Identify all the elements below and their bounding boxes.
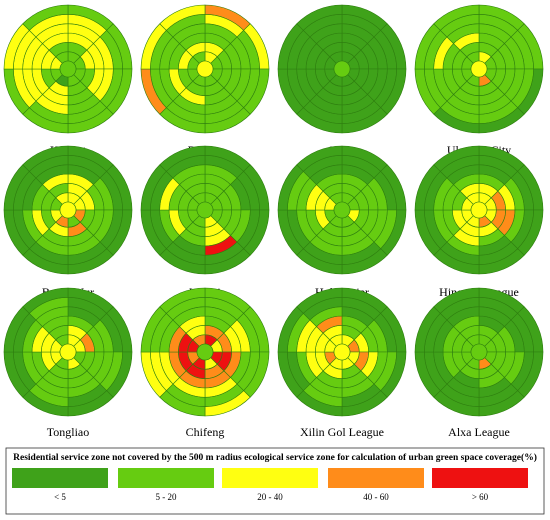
cell-r5-s7 xyxy=(296,145,343,172)
chart-center xyxy=(333,60,351,78)
city-chart-ordos xyxy=(277,4,407,134)
cell-r5-s7 xyxy=(433,145,480,172)
city-chart-hohhot xyxy=(3,4,133,134)
chart-center xyxy=(470,201,488,219)
city-chart-baotou xyxy=(140,4,270,134)
cell-r5-s7 xyxy=(159,287,206,314)
legend-label: 5 - 20 xyxy=(156,492,177,502)
city-label: Alxa League xyxy=(448,425,510,439)
city-chart-tongliao xyxy=(3,287,133,417)
city-chart-wuhai xyxy=(140,145,270,275)
charts-layer: HohhotBaotouOrdosUlanqab CityBayan NurWu… xyxy=(3,4,544,439)
legend: Residential service zone not covered by … xyxy=(5,447,545,515)
legend-label: 40 - 60 xyxy=(363,492,389,502)
city-label: Xilin Gol League xyxy=(300,425,384,439)
city-chart-hulunbeier xyxy=(277,145,407,275)
legend-label: 20 - 40 xyxy=(257,492,283,502)
cell-r5-s7 xyxy=(22,4,69,31)
legend-label: < 5 xyxy=(54,492,66,502)
chart-center xyxy=(470,60,488,78)
chart-center xyxy=(59,60,77,78)
city-chart-xilin-gol-league xyxy=(277,287,407,417)
legend-swatch xyxy=(222,468,318,488)
legend-swatch xyxy=(12,468,108,488)
city-chart-alxa-league xyxy=(414,287,544,417)
legend-label: > 60 xyxy=(472,492,489,502)
cell-r5-s7 xyxy=(159,4,206,31)
city-chart-chifeng xyxy=(140,287,270,417)
cell-r5-s7 xyxy=(296,4,343,31)
cell-r5-s7 xyxy=(433,4,480,31)
chart-center xyxy=(59,201,77,219)
chart-center xyxy=(196,60,214,78)
cell-r5-s7 xyxy=(22,145,69,172)
legend-items: < 5 5 - 20 20 - 40 40 - 60 > 60 xyxy=(12,468,528,502)
cell-r5-s7 xyxy=(433,287,480,314)
city-chart-bayan-nur xyxy=(3,145,133,275)
legend-swatch xyxy=(432,468,528,488)
chart-center xyxy=(470,343,488,361)
legend-swatch xyxy=(118,468,214,488)
cell-r5-s7 xyxy=(159,145,206,172)
city-label: Chifeng xyxy=(186,425,225,439)
chart-center xyxy=(59,343,77,361)
legend-swatch xyxy=(328,468,424,488)
chart-center xyxy=(333,201,351,219)
chart-center xyxy=(333,343,351,361)
city-chart-hinggan-league xyxy=(414,145,544,275)
city-label: Tongliao xyxy=(47,425,90,439)
cell-r5-s7 xyxy=(22,287,69,314)
legend-title: Residential service zone not covered by … xyxy=(13,452,537,463)
cell-r5-s7 xyxy=(296,287,343,314)
chart-center xyxy=(196,343,214,361)
city-chart-ulanqab-city xyxy=(414,4,544,134)
chart-center xyxy=(196,201,214,219)
